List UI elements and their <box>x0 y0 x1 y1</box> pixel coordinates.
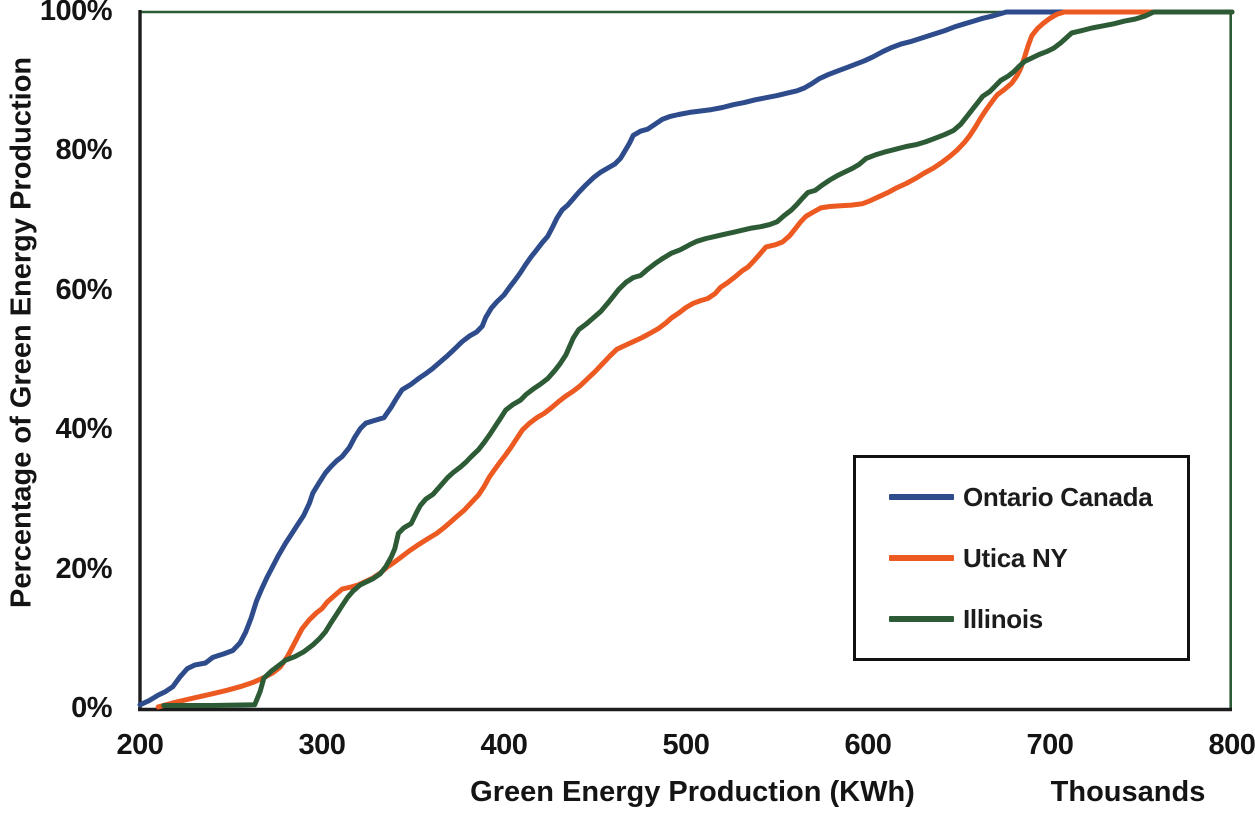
x-tick-label: 500 <box>662 729 710 761</box>
y-tick-label: 20% <box>55 552 112 585</box>
x-tick-label: 600 <box>844 729 892 761</box>
y-tick-label: 60% <box>55 273 112 306</box>
y-tick-label: 0% <box>71 691 112 724</box>
x-tick-label: 300 <box>298 729 346 761</box>
legend-label: Utica NY <box>963 542 1068 573</box>
series-line-ontario-canada <box>137 9 1235 708</box>
series-line-illinois <box>161 9 1235 708</box>
x-tick-label: 800 <box>1208 729 1255 761</box>
legend-label: Ontario Canada <box>963 481 1153 512</box>
x-axis-title: Green Energy Production (KWh) <box>470 776 915 808</box>
legend-entry-illinois: Illinois <box>889 606 1187 632</box>
y-tick-label: 80% <box>55 134 112 167</box>
series-lines <box>137 9 1235 710</box>
legend-entry-ontario-canada: Ontario Canada <box>889 484 1187 510</box>
legend-line-swatch <box>889 493 954 500</box>
legend-line-swatch <box>889 616 954 623</box>
y-axis-title: Percentage of Green Energy Production <box>5 56 38 609</box>
legend-entry-utica-ny: Utica NY <box>889 545 1187 571</box>
x-tick-label: 200 <box>116 729 164 761</box>
x-tick-label: 400 <box>480 729 528 761</box>
x-tick-label: 700 <box>1026 729 1074 761</box>
y-tick-label: 100% <box>39 0 113 27</box>
x-axis-unit-label: Thousands <box>1050 776 1206 808</box>
legend-label: Illinois <box>963 604 1043 635</box>
legend-box: Ontario Canada Utica NY Illinois <box>853 455 1190 661</box>
y-tick-label: 40% <box>55 413 112 446</box>
legend-line-swatch <box>889 554 954 561</box>
